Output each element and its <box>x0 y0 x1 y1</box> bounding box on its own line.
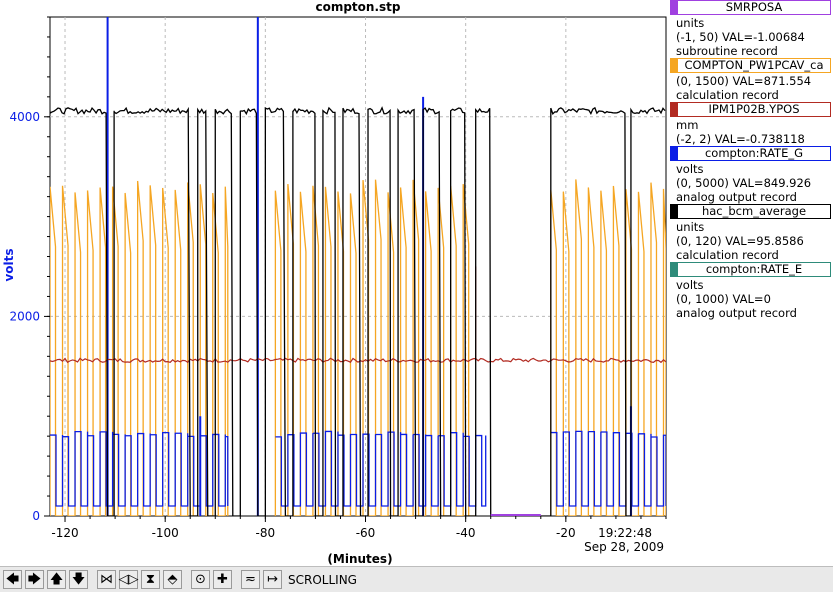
legend-units: volts <box>676 162 704 176</box>
record-button[interactable]: ⊙ <box>191 570 210 589</box>
y-tick-label: 2000 <box>9 309 40 323</box>
scroll-mode-button[interactable]: ↦ <box>263 570 282 589</box>
x-tick-label: -20 <box>556 526 576 540</box>
legend-entry[interactable]: compton:RATE_G volts (0, 5000) VAL=849.926… <box>668 146 833 204</box>
scroll-left-button[interactable]: 🡄 <box>3 570 22 589</box>
chart-title: compton.stp <box>315 0 400 14</box>
y-tick-label: 4000 <box>9 110 40 124</box>
compress-horizontal-button[interactable]: ◁▷ <box>118 570 139 589</box>
legend-name[interactable]: compton:RATE_E <box>670 262 831 277</box>
toolbar: 🡄 🡆 🡅 🡇 ⋈ ◁▷ ⧗ ⬘ ⊙ ✚ ≂ ↦ SCROLLING <box>0 566 833 592</box>
legend-rtype: analog output record <box>676 306 797 320</box>
x-axis-label: (Minutes) <box>327 552 392 566</box>
y-axis-label: volts <box>2 248 16 281</box>
add-button[interactable]: ✚ <box>213 570 232 589</box>
series-line-blue <box>50 430 229 507</box>
legend-rtype: analog output record <box>676 190 797 204</box>
legend-entry[interactable]: IPM1P02B.YPOS mm (-2, 2) VAL=-0.738118 <box>668 102 833 146</box>
expand-horizontal-button[interactable]: ⋈ <box>97 570 116 589</box>
legend-units: volts <box>676 278 704 292</box>
legend: SMRPOSA units (-1, 50) VAL=-1.00684 subrout… <box>668 0 833 320</box>
series-line-orange <box>50 180 229 516</box>
legend-range-val: (-1, 50) VAL=-1.00684 <box>676 30 805 44</box>
legend-units: mm <box>676 118 699 132</box>
legend-entry[interactable]: compton:RATE_E volts (0, 1000) VAL=0 analog… <box>668 262 833 320</box>
x-tick-label: -100 <box>152 526 179 540</box>
legend-range-val: (0, 1500) VAL=871.554 <box>676 74 812 88</box>
scroll-right-button[interactable]: 🡆 <box>25 570 44 589</box>
series-layer <box>50 17 666 516</box>
x-tick-label: -60 <box>356 526 376 540</box>
legend-rtype: calculation record <box>676 248 779 262</box>
series-line-black <box>50 106 666 516</box>
legend-rtype: subroutine record <box>676 44 778 58</box>
legend-name[interactable]: IPM1P02B.YPOS <box>670 102 831 117</box>
scroll-up-button[interactable]: 🡅 <box>47 570 66 589</box>
plot-area[interactable]: -120 -100 -80 -60 -40 -20 0 2000 4000 <box>9 16 667 540</box>
legend-name[interactable]: compton:RATE_G <box>670 146 831 161</box>
zoom-fit-button[interactable]: ≂ <box>241 570 260 589</box>
strip-chart: compton.stp volts (Minutes) 19:22:48 Sep… <box>2 0 667 566</box>
series-line-darkred <box>50 357 666 364</box>
legend-units: units <box>676 220 705 234</box>
legend-entry[interactable]: SMRPOSA units (-1, 50) VAL=-1.00684 subrout… <box>668 0 833 58</box>
legend-name[interactable]: COMPTON_PW1PCAV_ca <box>670 58 831 73</box>
series-line-orange <box>550 179 666 516</box>
legend-units: units <box>676 16 705 30</box>
legend-name[interactable]: SMRPOSA <box>670 0 831 15</box>
legend-entry[interactable]: hac_bcm_average units (0, 120) VAL=95.8586… <box>668 204 833 262</box>
legend-range-val: (0, 5000) VAL=849.926 <box>676 176 812 190</box>
legend-range-val: (0, 1000) VAL=0 <box>676 292 771 306</box>
y-tick-label: 0 <box>32 509 40 523</box>
time-label: 19:22:48 <box>598 526 652 540</box>
x-tick-label: -40 <box>456 526 476 540</box>
x-tick-label: -80 <box>256 526 276 540</box>
x-tick-label: -120 <box>51 526 78 540</box>
legend-rtype: calculation record <box>676 88 779 102</box>
mode-label: SCROLLING <box>288 572 357 587</box>
compress-vertical-button[interactable]: ⬘ <box>163 570 182 589</box>
legend-range-val: (-2, 2) VAL=-0.738118 <box>676 132 805 146</box>
series-line-blue <box>550 430 666 507</box>
expand-vertical-button[interactable]: ⧗ <box>141 570 160 589</box>
legend-name[interactable]: hac_bcm_average <box>670 204 831 219</box>
scroll-down-button[interactable]: 🡇 <box>69 570 88 589</box>
plot-frame <box>49 16 667 517</box>
legend-range-val: (0, 120) VAL=95.8586 <box>676 234 804 248</box>
date-label: Sep 28, 2009 <box>584 540 664 554</box>
legend-entry[interactable]: COMPTON_PW1PCAV_ca (0, 1500) VAL=871.554 c… <box>668 58 833 102</box>
